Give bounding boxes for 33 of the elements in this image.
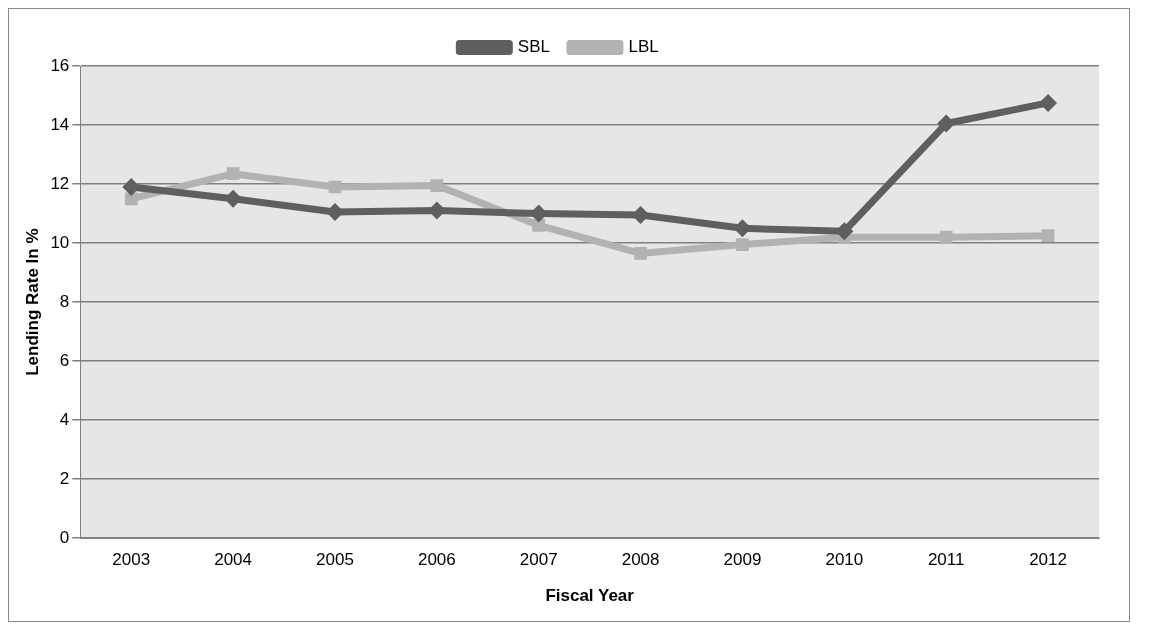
y-tick-label: 0 <box>59 527 70 547</box>
point <box>736 238 749 251</box>
x-tick-label: 2011 <box>927 550 965 570</box>
x-tick-label: 2012 <box>1029 550 1067 570</box>
x-tick-label: 2004 <box>214 550 253 570</box>
point <box>939 230 953 244</box>
y-tick-label: 2 <box>59 468 70 488</box>
legend-label: LBL <box>628 37 659 57</box>
x-tick-label: 2010 <box>825 550 864 570</box>
x-tick-label: 2009 <box>723 550 762 570</box>
x-axis-title: Fiscal Year <box>545 586 635 606</box>
y-tick-label: 10 <box>50 232 70 252</box>
x-tick-label: 2008 <box>621 550 660 570</box>
x-tick-label: 2006 <box>417 550 456 570</box>
point <box>634 247 647 260</box>
y-tick-label: 12 <box>50 173 70 193</box>
y-tick-label: 14 <box>50 114 70 134</box>
point <box>124 192 138 206</box>
y-tick-label: 6 <box>59 350 70 370</box>
point <box>1039 93 1058 112</box>
y-tick-label: 4 <box>59 409 70 429</box>
x-tick-label: 2007 <box>519 550 558 570</box>
point <box>532 219 546 232</box>
point <box>1041 229 1055 243</box>
y-tick-label: 16 <box>50 55 70 75</box>
legend-label: SBL <box>517 37 550 57</box>
y-axis-title: Lending Rate In % <box>22 228 42 376</box>
point <box>226 167 240 181</box>
point <box>937 114 956 133</box>
x-tick-label: 2005 <box>316 550 354 570</box>
point <box>430 179 444 192</box>
y-tick-label: 8 <box>59 291 70 311</box>
x-tick-label: 2003 <box>112 550 151 570</box>
